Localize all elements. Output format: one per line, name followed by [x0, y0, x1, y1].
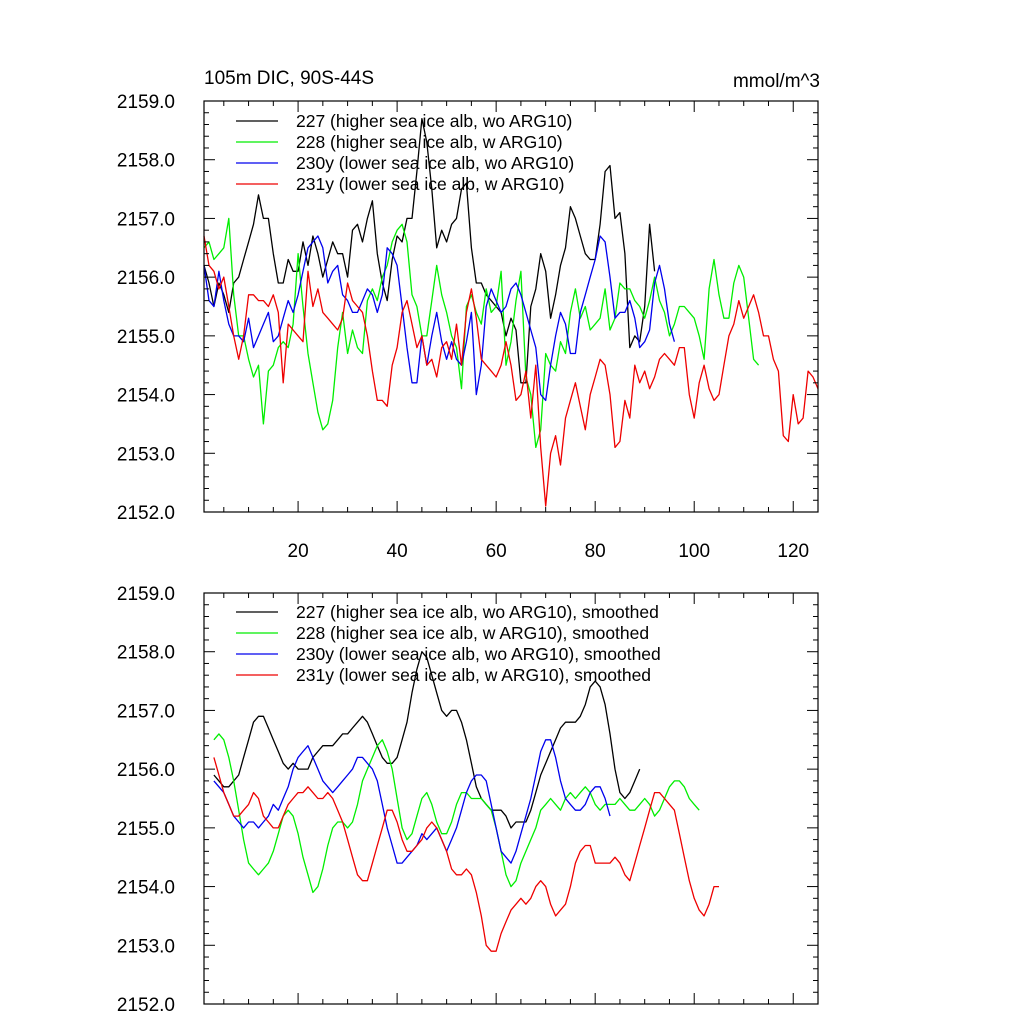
y-tick-label: 2153.0: [117, 936, 175, 957]
y-tick-label: 2153.0: [117, 444, 175, 465]
plot-lines: [203, 117, 819, 507]
series-line-0: [213, 651, 641, 829]
series-line-2: [203, 235, 676, 402]
chart-title: 105m DIC, 90S-44S: [204, 68, 374, 89]
series-line-2: [213, 739, 611, 864]
y-tick-label: 2155.0: [117, 819, 175, 840]
y-tick-label: 2159.0: [117, 584, 175, 605]
y-tick-label: 2158.0: [117, 643, 175, 664]
legend-label-2: 230y (lower sea ice alb, wo ARG10), smoo…: [296, 644, 661, 664]
series-line-3: [213, 757, 719, 952]
legend-label-0: 227 (higher sea ice alb, wo ARG10), smoo…: [296, 602, 659, 622]
x-tick-label: 80: [585, 541, 606, 562]
axis-ticks: 2152.0 2153.0 2154.0 2155.0 2156.0 2157.0 2158…: [117, 584, 819, 1016]
y-tick-label: 2155.0: [117, 327, 175, 348]
plot-frame: [203, 100, 819, 513]
legend-label-3: 231y (lower sea ice alb, w ARG10), smoot…: [296, 665, 651, 685]
legend: 227 (higher sea ice alb, wo ARG10), smoo…: [236, 602, 661, 685]
axis-ticks: 2152.0 2153.0 2154.0 2155.0 2156.0 2157.0 2158…: [117, 92, 819, 562]
plot-lines: [213, 651, 719, 952]
series-line-0: [203, 117, 656, 384]
legend-label-1: 228 (higher sea ice alb, w ARG10), smoot…: [296, 623, 649, 643]
x-tick-label: 120: [777, 541, 809, 562]
y-tick-label: 2152.0: [117, 995, 175, 1016]
legend-label-2: 230y (lower sea ice alb, wo ARG10): [296, 153, 574, 173]
y-tick-label: 2154.0: [117, 878, 175, 899]
legend-label-3: 231y (lower sea ice alb, w ARG10): [296, 174, 564, 194]
y-tick-label: 2159.0: [117, 92, 175, 113]
y-tick-label: 2156.0: [117, 760, 175, 781]
y-tick-label: 2158.0: [117, 151, 175, 172]
series-line-1: [213, 733, 700, 894]
x-tick-label: 20: [288, 541, 309, 562]
y-tick-label: 2156.0: [117, 268, 175, 289]
bottom-panel: 227 (higher sea ice alb, wo ARG10), smoo…: [117, 584, 819, 1016]
legend: 227 (higher sea ice alb, wo ARG10)228 (h…: [236, 111, 574, 194]
y-tick-label: 2157.0: [117, 701, 175, 722]
units-label: mmol/m^3: [733, 71, 820, 92]
y-tick-label: 2157.0: [117, 209, 175, 230]
legend-label-1: 228 (higher sea ice alb, w ARG10): [296, 132, 563, 152]
x-tick-label: 100: [678, 541, 710, 562]
legend-label-0: 227 (higher sea ice alb, wo ARG10): [296, 111, 572, 131]
top-panel: 105m DIC, 90S-44S mmol/m^3 227 (higher s…: [117, 68, 820, 562]
plot-frame: [203, 592, 819, 1005]
x-tick-label: 60: [486, 541, 507, 562]
y-tick-label: 2154.0: [117, 386, 175, 407]
series-line-3: [203, 235, 819, 507]
y-tick-label: 2152.0: [117, 503, 175, 524]
series-line-1: [203, 217, 760, 449]
x-tick-label: 40: [387, 541, 408, 562]
